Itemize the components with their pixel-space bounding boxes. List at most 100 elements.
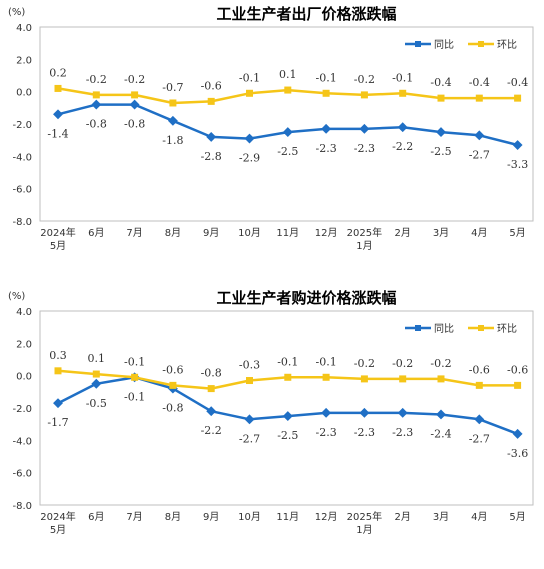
- x-tick-label: 8月: [165, 227, 181, 239]
- data-label-1: 0.3: [49, 349, 67, 362]
- x-tick-label: 12月: [315, 511, 338, 523]
- data-label-0: -2.2: [201, 424, 222, 437]
- series-point-0: [359, 123, 370, 134]
- chart-title: 工业生产者购进价格涨跌幅: [216, 289, 396, 307]
- x-tick-label: 5月: [509, 227, 525, 239]
- data-label-0: -2.3: [392, 426, 413, 439]
- y-tick-label: -6.0: [12, 185, 32, 196]
- series-point-1: [284, 86, 292, 94]
- y-tick-label: -8.0: [12, 501, 32, 512]
- data-label-0: -2.5: [277, 145, 298, 158]
- series-point-1: [399, 375, 407, 383]
- chart-title: 工业生产者出厂价格涨跌幅: [216, 5, 396, 23]
- chart-ppi-output-svg: (%) 工业生产者出厂价格涨跌幅 4.0 2.0 0.0 -2.0 -4.0 -6.0 -8.0…: [8, 5, 534, 252]
- data-label-0: -2.3: [315, 426, 336, 439]
- series-point-1: [207, 97, 215, 105]
- series-point-1: [475, 381, 483, 389]
- series-point-1: [207, 385, 215, 393]
- series-point-1: [169, 99, 177, 107]
- x-tick-label: 2025年: [347, 510, 382, 523]
- x-tick-label: 2024年: [40, 226, 75, 239]
- x-tick-label: 10月: [238, 511, 261, 523]
- series-line-0: [57, 376, 519, 436]
- data-label-0: -2.3: [315, 142, 336, 155]
- data-label-0: -2.3: [354, 142, 375, 155]
- data-label-0: -0.8: [86, 118, 107, 131]
- y-tick-label: -4.0: [12, 436, 32, 447]
- data-label-1: -0.6: [201, 79, 222, 92]
- series-point-1: [246, 377, 253, 385]
- data-label-1: -0.2: [124, 73, 145, 86]
- x-tick-label: 2025年: [347, 226, 382, 239]
- data-label-0: -2.7: [239, 432, 260, 445]
- data-label-1: -0.2: [86, 73, 107, 86]
- x-tick-label: 1月: [356, 240, 372, 252]
- data-label-1: -0.1: [392, 71, 413, 84]
- x-tick-label: 4月: [471, 227, 487, 239]
- data-label-1: -0.6: [507, 363, 528, 376]
- data-label-1: -0.1: [239, 71, 260, 84]
- x-tick-label: 2024年: [40, 510, 75, 523]
- data-label-0: -2.4: [430, 427, 451, 440]
- series-point-1: [360, 375, 368, 383]
- x-tick-label: 7月: [126, 511, 142, 523]
- series-point-1: [399, 89, 407, 97]
- x-tick-label: 4月: [471, 511, 487, 523]
- data-label-0: -3.6: [507, 447, 528, 460]
- data-label-0: -0.8: [162, 402, 183, 415]
- data-label-1: -0.8: [201, 367, 222, 380]
- legend-marker-1: [478, 325, 484, 331]
- x-tick-label: 3月: [433, 227, 449, 239]
- series-point-1: [322, 89, 330, 97]
- x-tick-label: 10月: [238, 227, 261, 239]
- series-point-1: [131, 373, 139, 381]
- legend-marker-1: [478, 41, 484, 47]
- series-point-0: [244, 133, 255, 144]
- x-tick-label: 8月: [165, 511, 181, 523]
- y-tick-label: -2.0: [12, 404, 32, 415]
- plot-frame: [39, 26, 534, 222]
- legend-label-0: 同比: [434, 39, 454, 51]
- series-point-1: [169, 381, 177, 389]
- series-point-0: [206, 406, 217, 417]
- series-point-0: [53, 109, 63, 120]
- series-point-0: [512, 428, 523, 439]
- data-label-0: -0.5: [86, 397, 107, 410]
- data-label-0: -2.7: [469, 432, 490, 445]
- series-point-0: [397, 407, 408, 418]
- legend-marker-0: [415, 325, 421, 331]
- series-point-1: [92, 91, 100, 99]
- y-tick-label: -4.0: [12, 152, 32, 163]
- series-point-1: [322, 373, 330, 381]
- data-label-0: -1.8: [162, 134, 183, 147]
- data-label-0: -2.9: [239, 152, 260, 165]
- y-tick-label: -6.0: [12, 469, 32, 480]
- series-point-0: [91, 99, 102, 110]
- series-point-0: [474, 130, 485, 141]
- series-point-0: [436, 127, 446, 138]
- series-point-0: [321, 123, 332, 134]
- data-label-1: -0.3: [239, 359, 260, 372]
- y-tick-label: 2.0: [16, 339, 32, 350]
- data-label-1: -0.2: [354, 357, 375, 370]
- data-label-0: -2.8: [201, 150, 222, 163]
- series-point-0: [206, 131, 217, 142]
- data-label-0: -0.1: [124, 390, 145, 403]
- x-tick-label: 6月: [88, 511, 104, 523]
- data-label-0: -2.3: [354, 426, 375, 439]
- data-label-1: -0.6: [469, 363, 490, 376]
- series-point-0: [282, 411, 293, 422]
- series-point-1: [92, 370, 100, 378]
- data-label-1: -0.2: [392, 357, 413, 370]
- series-point-0: [53, 398, 63, 409]
- series-point-1: [437, 375, 445, 383]
- series-point-1: [514, 381, 522, 389]
- data-label-1: 0.2: [49, 66, 67, 79]
- series-point-0: [244, 414, 255, 425]
- x-tick-label: 5月: [50, 240, 66, 252]
- chart-ppi-purchase: (%) 工业生产者购进价格涨跌幅 4.0 2.0 0.0 -2.0 -4.0 -6.0 -8.0…: [0, 284, 544, 568]
- x-tick-label: 5月: [509, 511, 525, 523]
- data-label-0: -2.5: [430, 145, 451, 158]
- data-label-1: -0.6: [162, 363, 183, 376]
- series-point-0: [282, 127, 293, 138]
